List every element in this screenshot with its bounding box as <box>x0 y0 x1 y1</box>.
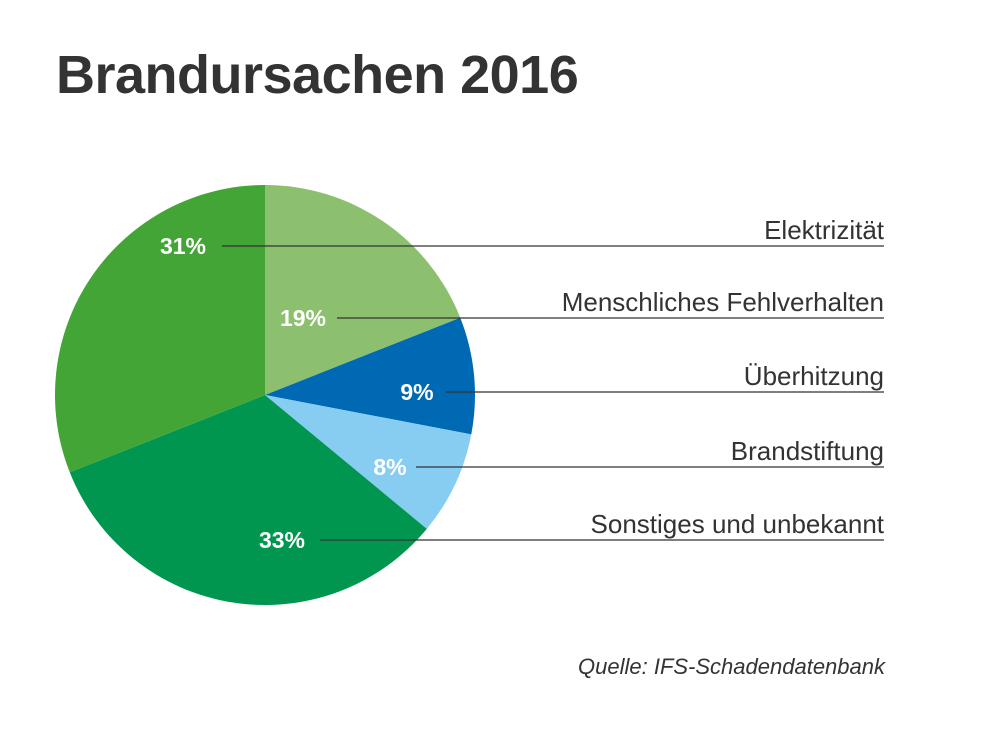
pie-slice-brandstiftung <box>265 395 472 529</box>
value-label-brandstiftung: 8% <box>373 454 406 480</box>
value-label-sonstiges-und-unbekannt: 33% <box>259 527 305 553</box>
category-label-ueberhitzung: Überhitzung <box>744 361 884 391</box>
chart-title: Brandursachen 2016 <box>56 45 579 105</box>
pie-slice-ueberhitzung <box>265 317 475 435</box>
category-label-elektrizitaet: Elektrizität <box>764 215 885 245</box>
value-label-elektrizitaet: 31% <box>160 233 206 259</box>
category-label-menschliches-fehlverhalten: Menschliches Fehlverhalten <box>562 287 884 317</box>
source-note: Quelle: IFS-Schadendatenbank <box>578 654 885 679</box>
category-label-brandstiftung: Brandstiftung <box>731 436 884 466</box>
pie-slice-sonstiges-und-unbekannt <box>69 395 427 606</box>
pie-slice-menschliches-fehlverhalten <box>265 185 461 395</box>
pie-slice-elektrizitaet <box>55 185 266 473</box>
value-label-menschliches-fehlverhalten: 19% <box>280 305 326 331</box>
category-label-sonstiges-und-unbekannt: Sonstiges und unbekannt <box>591 509 885 539</box>
value-label-ueberhitzung: 9% <box>400 379 433 405</box>
